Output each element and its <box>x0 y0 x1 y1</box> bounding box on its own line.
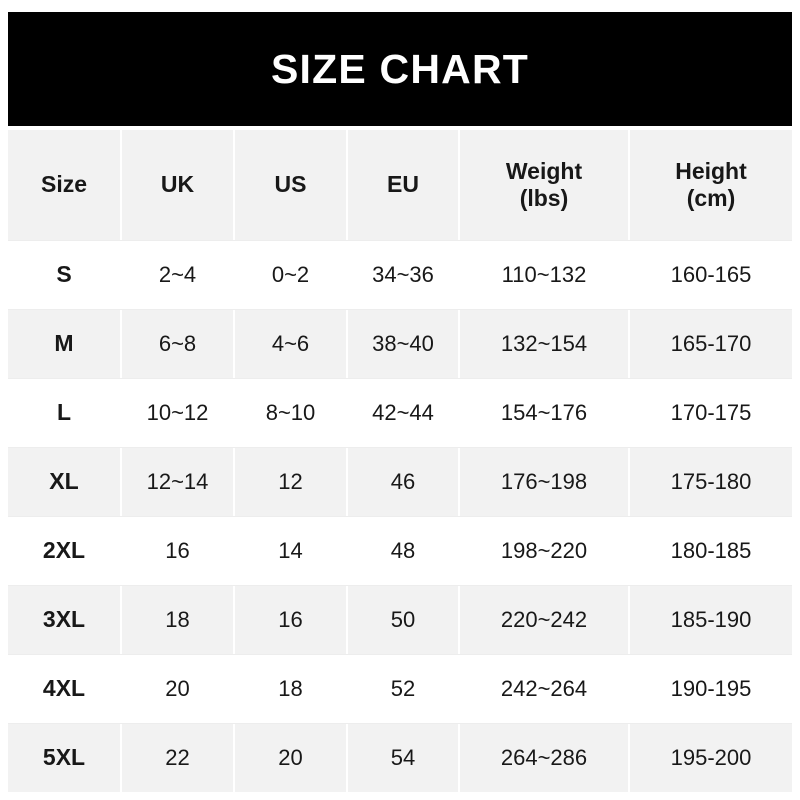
table-row: 4XL 20 18 52 242~264 190-195 <box>8 654 792 724</box>
cell-weight: 154~176 <box>460 379 630 447</box>
cell-uk: 12~14 <box>122 448 235 516</box>
cell-height: 195-200 <box>630 724 792 792</box>
column-header-us-label: US <box>274 171 307 198</box>
cell-height: 180-185 <box>630 517 792 585</box>
cell-uk: 6~8 <box>122 310 235 378</box>
cell-eu: 52 <box>348 655 460 723</box>
column-header-eu-label: EU <box>387 171 419 198</box>
table-row: 5XL 22 20 54 264~286 195-200 <box>8 724 792 792</box>
size-chart-banner: SIZE CHART <box>8 12 792 126</box>
column-header-us: US <box>235 130 348 240</box>
cell-us: 12 <box>235 448 348 516</box>
cell-size: 3XL <box>8 586 122 654</box>
column-header-size-label: Size <box>40 171 88 198</box>
cell-size: S <box>8 241 122 309</box>
column-header-uk: UK <box>122 130 235 240</box>
cell-weight: 264~286 <box>460 724 630 792</box>
column-header-eu: EU <box>348 130 460 240</box>
cell-size: L <box>8 379 122 447</box>
cell-size: 4XL <box>8 655 122 723</box>
cell-eu: 48 <box>348 517 460 585</box>
table-header-row: Size UK US EU Weight ( <box>8 130 792 240</box>
cell-eu: 50 <box>348 586 460 654</box>
column-header-height-unit: (cm) <box>686 185 736 211</box>
column-header-weight: Weight (lbs) <box>460 130 630 240</box>
cell-us: 18 <box>235 655 348 723</box>
cell-weight: 220~242 <box>460 586 630 654</box>
cell-weight: 198~220 <box>460 517 630 585</box>
cell-uk: 2~4 <box>122 241 235 309</box>
column-header-size: Size <box>8 130 122 240</box>
cell-size: 2XL <box>8 517 122 585</box>
cell-uk: 16 <box>122 517 235 585</box>
cell-weight: 132~154 <box>460 310 630 378</box>
cell-us: 14 <box>235 517 348 585</box>
column-header-weight-unit: (lbs) <box>519 185 569 211</box>
column-header-weight-label: Weight <box>505 157 583 184</box>
cell-us: 0~2 <box>235 241 348 309</box>
column-header-height-label: Height <box>675 157 747 184</box>
cell-height: 160-165 <box>630 241 792 309</box>
cell-height: 190-195 <box>630 655 792 723</box>
cell-us: 8~10 <box>235 379 348 447</box>
column-header-uk-label: UK <box>160 171 195 198</box>
cell-size: 5XL <box>8 724 122 792</box>
cell-height: 165-170 <box>630 310 792 378</box>
cell-height: 170-175 <box>630 379 792 447</box>
table-row: M 6~8 4~6 38~40 132~154 165-170 <box>8 310 792 378</box>
cell-us: 4~6 <box>235 310 348 378</box>
cell-eu: 34~36 <box>348 241 460 309</box>
cell-uk: 20 <box>122 655 235 723</box>
cell-weight: 176~198 <box>460 448 630 516</box>
table-row: 3XL 18 16 50 220~242 185-190 <box>8 586 792 654</box>
cell-weight: 242~264 <box>460 655 630 723</box>
table-row: XL 12~14 12 46 176~198 175-180 <box>8 448 792 516</box>
cell-height: 185-190 <box>630 586 792 654</box>
cell-us: 20 <box>235 724 348 792</box>
cell-height: 175-180 <box>630 448 792 516</box>
table-row: L 10~12 8~10 42~44 154~176 170-175 <box>8 378 792 448</box>
page-title: SIZE CHART <box>271 45 529 92</box>
cell-uk: 22 <box>122 724 235 792</box>
cell-eu: 54 <box>348 724 460 792</box>
table-row: 2XL 16 14 48 198~220 180-185 <box>8 516 792 586</box>
cell-uk: 10~12 <box>122 379 235 447</box>
cell-weight: 110~132 <box>460 241 630 309</box>
size-chart-table: Size UK US EU Weight ( <box>8 130 792 792</box>
cell-eu: 42~44 <box>348 379 460 447</box>
cell-eu: 46 <box>348 448 460 516</box>
cell-uk: 18 <box>122 586 235 654</box>
cell-us: 16 <box>235 586 348 654</box>
column-header-height: Height (cm) <box>630 130 792 240</box>
cell-size: XL <box>8 448 122 516</box>
cell-eu: 38~40 <box>348 310 460 378</box>
cell-size: M <box>8 310 122 378</box>
table-row: S 2~4 0~2 34~36 110~132 160-165 <box>8 240 792 310</box>
